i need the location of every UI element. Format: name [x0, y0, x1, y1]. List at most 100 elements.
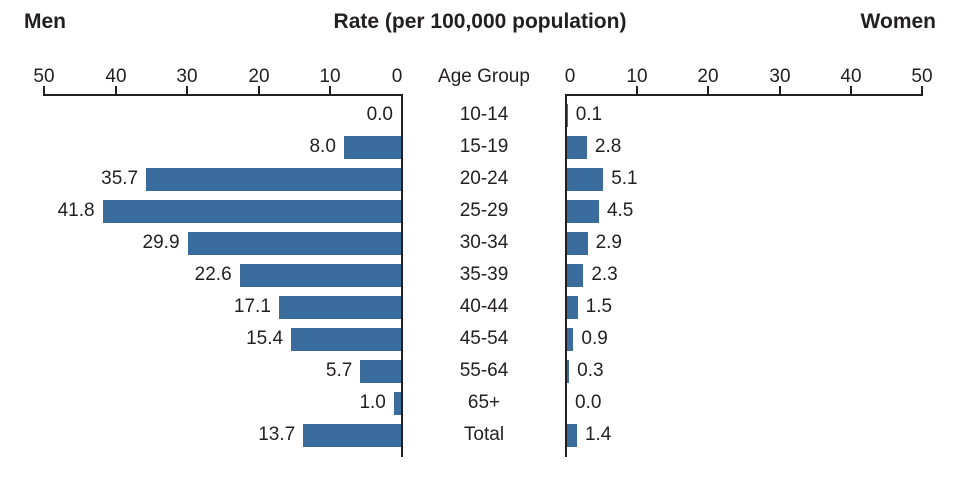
women-value-label: 2.9 — [595, 232, 622, 253]
chart-row: 29.9 30-34 2.9 — [0, 227, 960, 259]
women-bar-track: 0.0 — [567, 387, 922, 419]
men-bar — [278, 295, 401, 319]
age-group-cell: 40-44 — [403, 291, 565, 323]
women-value-label: 0.1 — [575, 104, 603, 125]
women-value-label: 1.4 — [584, 424, 612, 445]
age-group-label: 45-54 — [459, 328, 509, 349]
men-axis-tick-label: 0 — [391, 66, 403, 87]
men-value-label: 8.0 — [309, 136, 336, 157]
men-bar-track: 5.7 — [44, 355, 401, 387]
men-axis-tick-label: 30 — [176, 66, 198, 87]
men-bar-track: 1.0 — [44, 387, 401, 419]
women-bar-track: 1.5 — [567, 291, 922, 323]
men-baseline-axis — [401, 94, 403, 457]
women-bar — [567, 135, 587, 159]
axis-tick — [636, 86, 638, 94]
men-axis-tick-label: 50 — [33, 66, 55, 87]
axis-tick — [850, 86, 852, 94]
women-bar — [567, 263, 584, 287]
age-group-cell: 45-54 — [403, 323, 565, 355]
women-bar — [567, 423, 577, 447]
women-horizontal-axis — [565, 94, 923, 96]
age-group-cell: 65+ — [403, 387, 565, 419]
men-bar — [102, 199, 401, 223]
men-bar-track: 35.7 — [44, 163, 401, 195]
age-group-cell: Total — [403, 419, 565, 451]
age-group-cell: 25-29 — [403, 195, 565, 227]
chart-title: Rate (per 100,000 population) — [333, 10, 627, 33]
age-group-label: 20-24 — [459, 168, 509, 189]
axis-tick — [329, 86, 331, 94]
age-group-cell: 20-24 — [403, 163, 565, 195]
men-bar — [393, 391, 401, 415]
axis-tick — [115, 86, 117, 94]
age-group-label: 25-29 — [459, 200, 509, 221]
men-bar-track: 15.4 — [44, 323, 401, 355]
men-bar — [303, 423, 401, 447]
chart-row: 17.1 40-44 1.5 — [0, 291, 960, 323]
women-bar-track: 0.1 — [567, 99, 922, 131]
men-value-label: 0.0 — [366, 104, 393, 125]
men-value-label: 13.7 — [258, 424, 296, 445]
women-value-label: 1.5 — [585, 296, 613, 317]
men-horizontal-axis — [43, 94, 403, 96]
chart-row: 41.8 25-29 4.5 — [0, 195, 960, 227]
axis-tick — [258, 86, 260, 94]
chart-row: 5.7 55-64 0.3 — [0, 355, 960, 387]
women-bar — [567, 295, 578, 319]
age-group-cell: 35-39 — [403, 259, 565, 291]
women-axis-tick-label: 50 — [911, 66, 933, 87]
women-bar-track: 2.9 — [567, 227, 922, 259]
men-value-label: 22.6 — [194, 264, 232, 285]
axis-tick — [186, 86, 188, 94]
age-group-label: 15-19 — [459, 136, 509, 157]
men-bar — [343, 135, 401, 159]
axis-tick — [43, 86, 45, 94]
axis-tick — [779, 86, 781, 94]
men-panel-title: Men — [24, 10, 66, 33]
women-bar-track: 5.1 — [567, 163, 922, 195]
men-axis-tick-label: 20 — [248, 66, 270, 87]
men-bar — [360, 359, 401, 383]
women-axis-tick-label: 10 — [626, 66, 648, 87]
men-value-label: 5.7 — [325, 360, 353, 381]
women-bar — [567, 327, 574, 351]
chart-row: 35.7 20-24 5.1 — [0, 163, 960, 195]
men-value-label: 1.0 — [359, 392, 386, 413]
women-axis-tick-label: 40 — [840, 66, 862, 87]
chart-row: 22.6 35-39 2.3 — [0, 259, 960, 291]
age-group-label: 30-34 — [459, 232, 509, 253]
chart-row: 8.0 15-19 2.8 — [0, 131, 960, 163]
men-value-label: 41.8 — [57, 200, 95, 221]
women-value-label: 4.5 — [606, 200, 634, 221]
women-bar-track: 0.3 — [567, 355, 922, 387]
women-axis-tick-label: 0 — [564, 66, 576, 87]
chart-row: 0.0 10-14 0.1 — [0, 99, 960, 131]
women-bar — [567, 359, 570, 383]
axis-tick — [921, 86, 923, 94]
men-bar-track: 13.7 — [44, 419, 401, 451]
women-bar-track: 2.3 — [567, 259, 922, 291]
age-group-label: 35-39 — [459, 264, 509, 285]
age-group-label: Total — [463, 424, 505, 445]
men-bar-track: 8.0 — [44, 131, 401, 163]
age-group-label: 55-64 — [459, 360, 509, 381]
women-bar-track: 4.5 — [567, 195, 922, 227]
men-bar-track: 0.0 — [44, 99, 401, 131]
men-value-label: 35.7 — [101, 168, 139, 189]
chart-rows: 0.0 10-14 0.1 8.0 15-19 2.8 — [0, 99, 960, 451]
men-axis-tick-label: 40 — [105, 66, 127, 87]
men-bar — [187, 231, 401, 255]
women-axis-tick-label: 20 — [697, 66, 719, 87]
women-value-label: 0.3 — [577, 360, 604, 381]
women-value-label: 5.1 — [611, 168, 638, 189]
women-baseline-axis — [565, 94, 567, 457]
men-bar-track: 29.9 — [44, 227, 401, 259]
men-value-label: 17.1 — [233, 296, 271, 317]
age-group-cell: 15-19 — [403, 131, 565, 163]
women-value-label: 0.0 — [575, 392, 602, 413]
age-group-label: 40-44 — [459, 296, 509, 317]
women-value-label: 2.3 — [591, 264, 618, 285]
men-bar-track: 41.8 — [44, 195, 401, 227]
